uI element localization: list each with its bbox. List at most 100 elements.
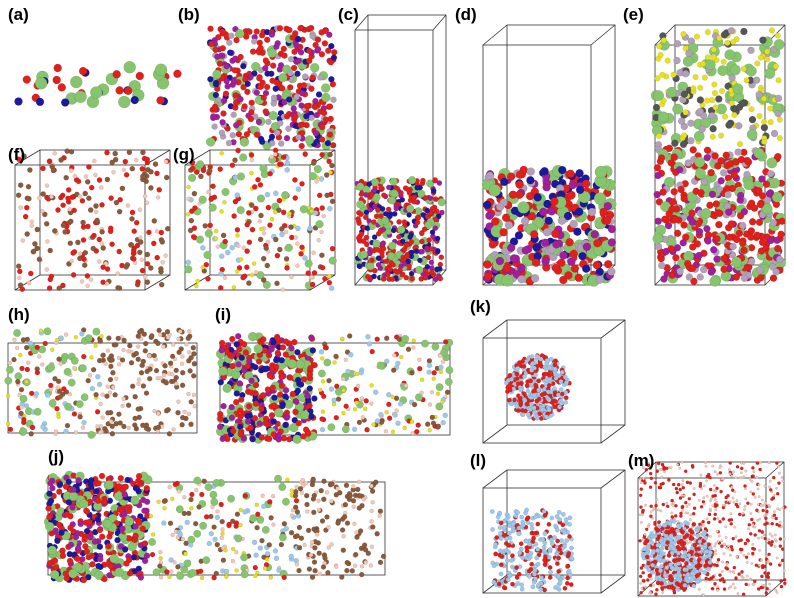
atom [713,255,721,263]
atom [521,246,530,255]
atom [260,255,267,262]
atom [103,519,113,529]
atom [559,369,565,375]
atom [311,509,317,516]
atom [191,392,197,398]
atom [282,338,290,345]
atom [295,359,305,369]
atom [563,517,569,522]
atom [530,230,539,239]
sim-box-edge [432,14,447,31]
atom [709,97,716,104]
atom [47,276,54,283]
atom [607,238,617,247]
atom [217,379,224,386]
atom [356,263,363,269]
atom [211,103,219,110]
atom [707,512,712,517]
atom [219,45,226,52]
atom [159,239,166,245]
atom [122,158,129,165]
atom [732,83,744,95]
atom [380,226,387,232]
atom [498,562,504,568]
atom [553,375,559,381]
atom [211,123,218,130]
atom [249,514,258,523]
atom [720,58,727,65]
atom [55,378,62,385]
atom [248,99,255,106]
atom [319,229,324,235]
atom [15,379,21,385]
atom [547,207,556,216]
atom [340,336,345,341]
atom [318,349,325,355]
atom [127,542,137,552]
atom [96,177,103,183]
panel-label: (f) [8,145,25,164]
atom [104,393,110,399]
atom [203,250,212,260]
atom [506,172,516,181]
atom [228,414,236,421]
atom [225,249,231,256]
atom [283,134,291,142]
atom [274,129,281,136]
atom [681,132,688,139]
atom [161,498,168,504]
atom [504,516,510,522]
atom [116,248,122,255]
atom [264,36,271,43]
atom [112,70,121,79]
atom [485,171,495,181]
atom [70,250,76,256]
atom [220,531,225,536]
atom [96,526,104,534]
atom [660,275,668,283]
atom [705,494,709,498]
atom [212,46,219,53]
atom [312,545,318,551]
atom [129,209,136,216]
atom [285,477,290,482]
atom [529,526,535,531]
atom [163,253,168,258]
atom [559,538,564,543]
atom [249,226,256,233]
atom [541,509,547,514]
atom [437,353,443,358]
atom [240,62,247,70]
atom [251,184,258,190]
atom [371,273,377,280]
atom [212,91,220,99]
atom [186,411,192,417]
atom [75,477,82,484]
atom [230,558,236,564]
atom [653,164,662,172]
atom [294,387,302,395]
atom [499,228,508,237]
atom [729,242,737,251]
atom [242,509,248,515]
panel-label: (e) [623,5,644,24]
atom [190,234,197,240]
atom [199,491,205,498]
atom [504,380,509,386]
atom [140,383,147,389]
atom [685,49,693,57]
atom [701,523,705,527]
atom [391,211,398,217]
atom [541,544,547,550]
atom [671,215,679,224]
atom [260,336,267,343]
atom [287,69,294,77]
atom [271,522,276,527]
atom [327,423,336,432]
atom [32,241,38,247]
atom [101,498,108,505]
atom [681,485,686,490]
atom [520,408,525,413]
atom [569,556,575,561]
atom [158,229,165,236]
